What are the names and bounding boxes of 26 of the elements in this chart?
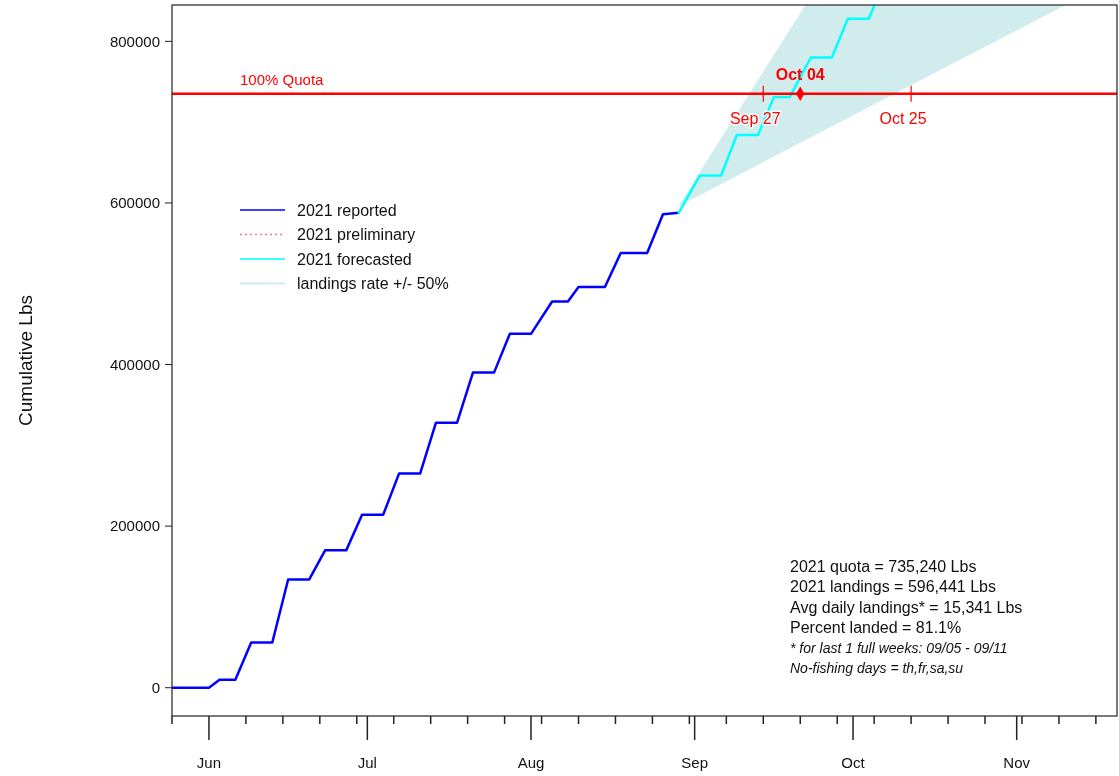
legend-label: 2021 preliminary: [297, 226, 416, 244]
annotation: 2021 landings = 596,441 Lbs: [790, 578, 996, 596]
annotation: No-fishing days = th,fr,sa,su: [790, 660, 964, 677]
x-tick-label: Jun: [196, 754, 222, 771]
x-tick-label: Oct: [841, 754, 866, 771]
x-tick-label: Nov: [1003, 754, 1031, 771]
annotation: 2021 quota = 735,240 Lbs: [790, 557, 977, 575]
annotation: Oct 25: [879, 109, 927, 127]
y-tick-label: 400000: [109, 355, 160, 373]
y-tick-label: 800000: [109, 32, 160, 50]
x-tick-label: Sep: [681, 754, 709, 771]
x-tick-label: Aug: [517, 754, 545, 771]
y-tick-label: 600000: [109, 194, 160, 212]
y-axis-title: Cumulative Lbs: [15, 295, 36, 426]
line-series: [677, 5, 876, 214]
y-tick-label: 0: [151, 678, 160, 696]
legend-label: 2021 forecasted: [297, 250, 412, 268]
y-tick-label: 200000: [109, 517, 160, 535]
data-label: Oct 04: [775, 65, 825, 83]
annotation: Percent landed = 81.1%: [790, 619, 962, 637]
legend-label: 2021 reported: [297, 201, 397, 219]
legend-label: landings rate +/- 50%: [297, 275, 449, 293]
annotation: Avg daily landings* = 15,341 Lbs: [790, 598, 1023, 616]
annotation: * for last 1 full weeks: 09/05 - 09/11: [790, 639, 1008, 656]
ref-line-label: 100% Quota: [240, 70, 325, 88]
x-tick-label: Jul: [357, 754, 377, 771]
